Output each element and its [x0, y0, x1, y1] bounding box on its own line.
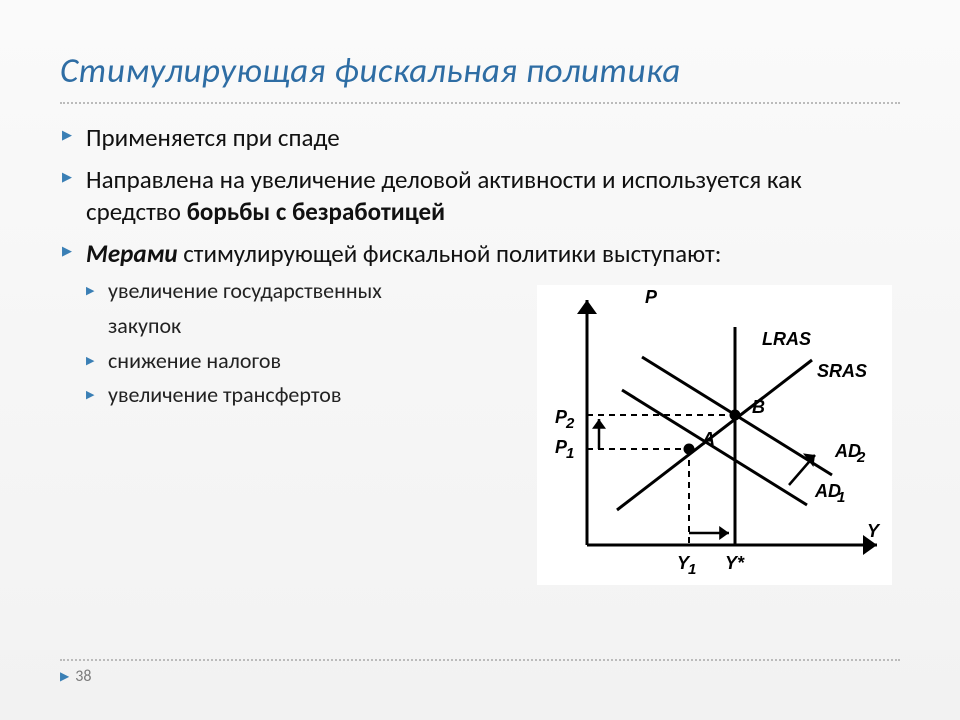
page-triangle-icon: ▶ [60, 669, 69, 684]
page-marker: ▶ 38 [60, 667, 900, 686]
svg-text:LRAS: LRAS [762, 329, 811, 349]
economics-chart: PYLRASSRASAD2AD1P2P1Y1Y*AB [537, 285, 892, 585]
slide: Стимулирующая фискальная политика Примен… [0, 0, 960, 720]
page-number: 38 [75, 667, 91, 686]
bullet-3-rest: стимулирующей фискальной политики выступ… [178, 238, 722, 269]
svg-text:1: 1 [688, 561, 696, 578]
chart-svg: PYLRASSRASAD2AD1P2P1Y1Y*AB [537, 285, 892, 585]
svg-text:Y: Y [867, 521, 881, 541]
slide-footer: ▶ 38 [60, 659, 900, 686]
bullet-1: Применяется при спаде [60, 122, 900, 154]
svg-text:2: 2 [565, 415, 575, 432]
svg-text:2: 2 [856, 449, 866, 466]
slide-title: Стимулирующая фискальная политика [60, 50, 900, 104]
svg-text:B: B [752, 397, 765, 417]
svg-text:P: P [645, 287, 658, 307]
svg-text:1: 1 [837, 489, 845, 506]
svg-text:1: 1 [566, 445, 574, 462]
svg-text:SRAS: SRAS [817, 361, 867, 381]
sub-bullet-1a: увеличение государственных [108, 277, 382, 304]
sub-bullet-2-text: снижение налогов [108, 347, 281, 374]
bullet-2: Направлена на увеличение деловой активно… [60, 164, 900, 228]
sub-bullet-3-text: увеличение трансфертов [108, 381, 341, 408]
bullet-2-bold: борьбы с безработицей [187, 196, 445, 227]
bullet-1-text: Применяется при спаде [86, 122, 340, 153]
bullet-3-bold: Мерами [86, 238, 178, 269]
svg-text:A: A [701, 429, 715, 449]
svg-text:Y*: Y* [725, 553, 745, 573]
